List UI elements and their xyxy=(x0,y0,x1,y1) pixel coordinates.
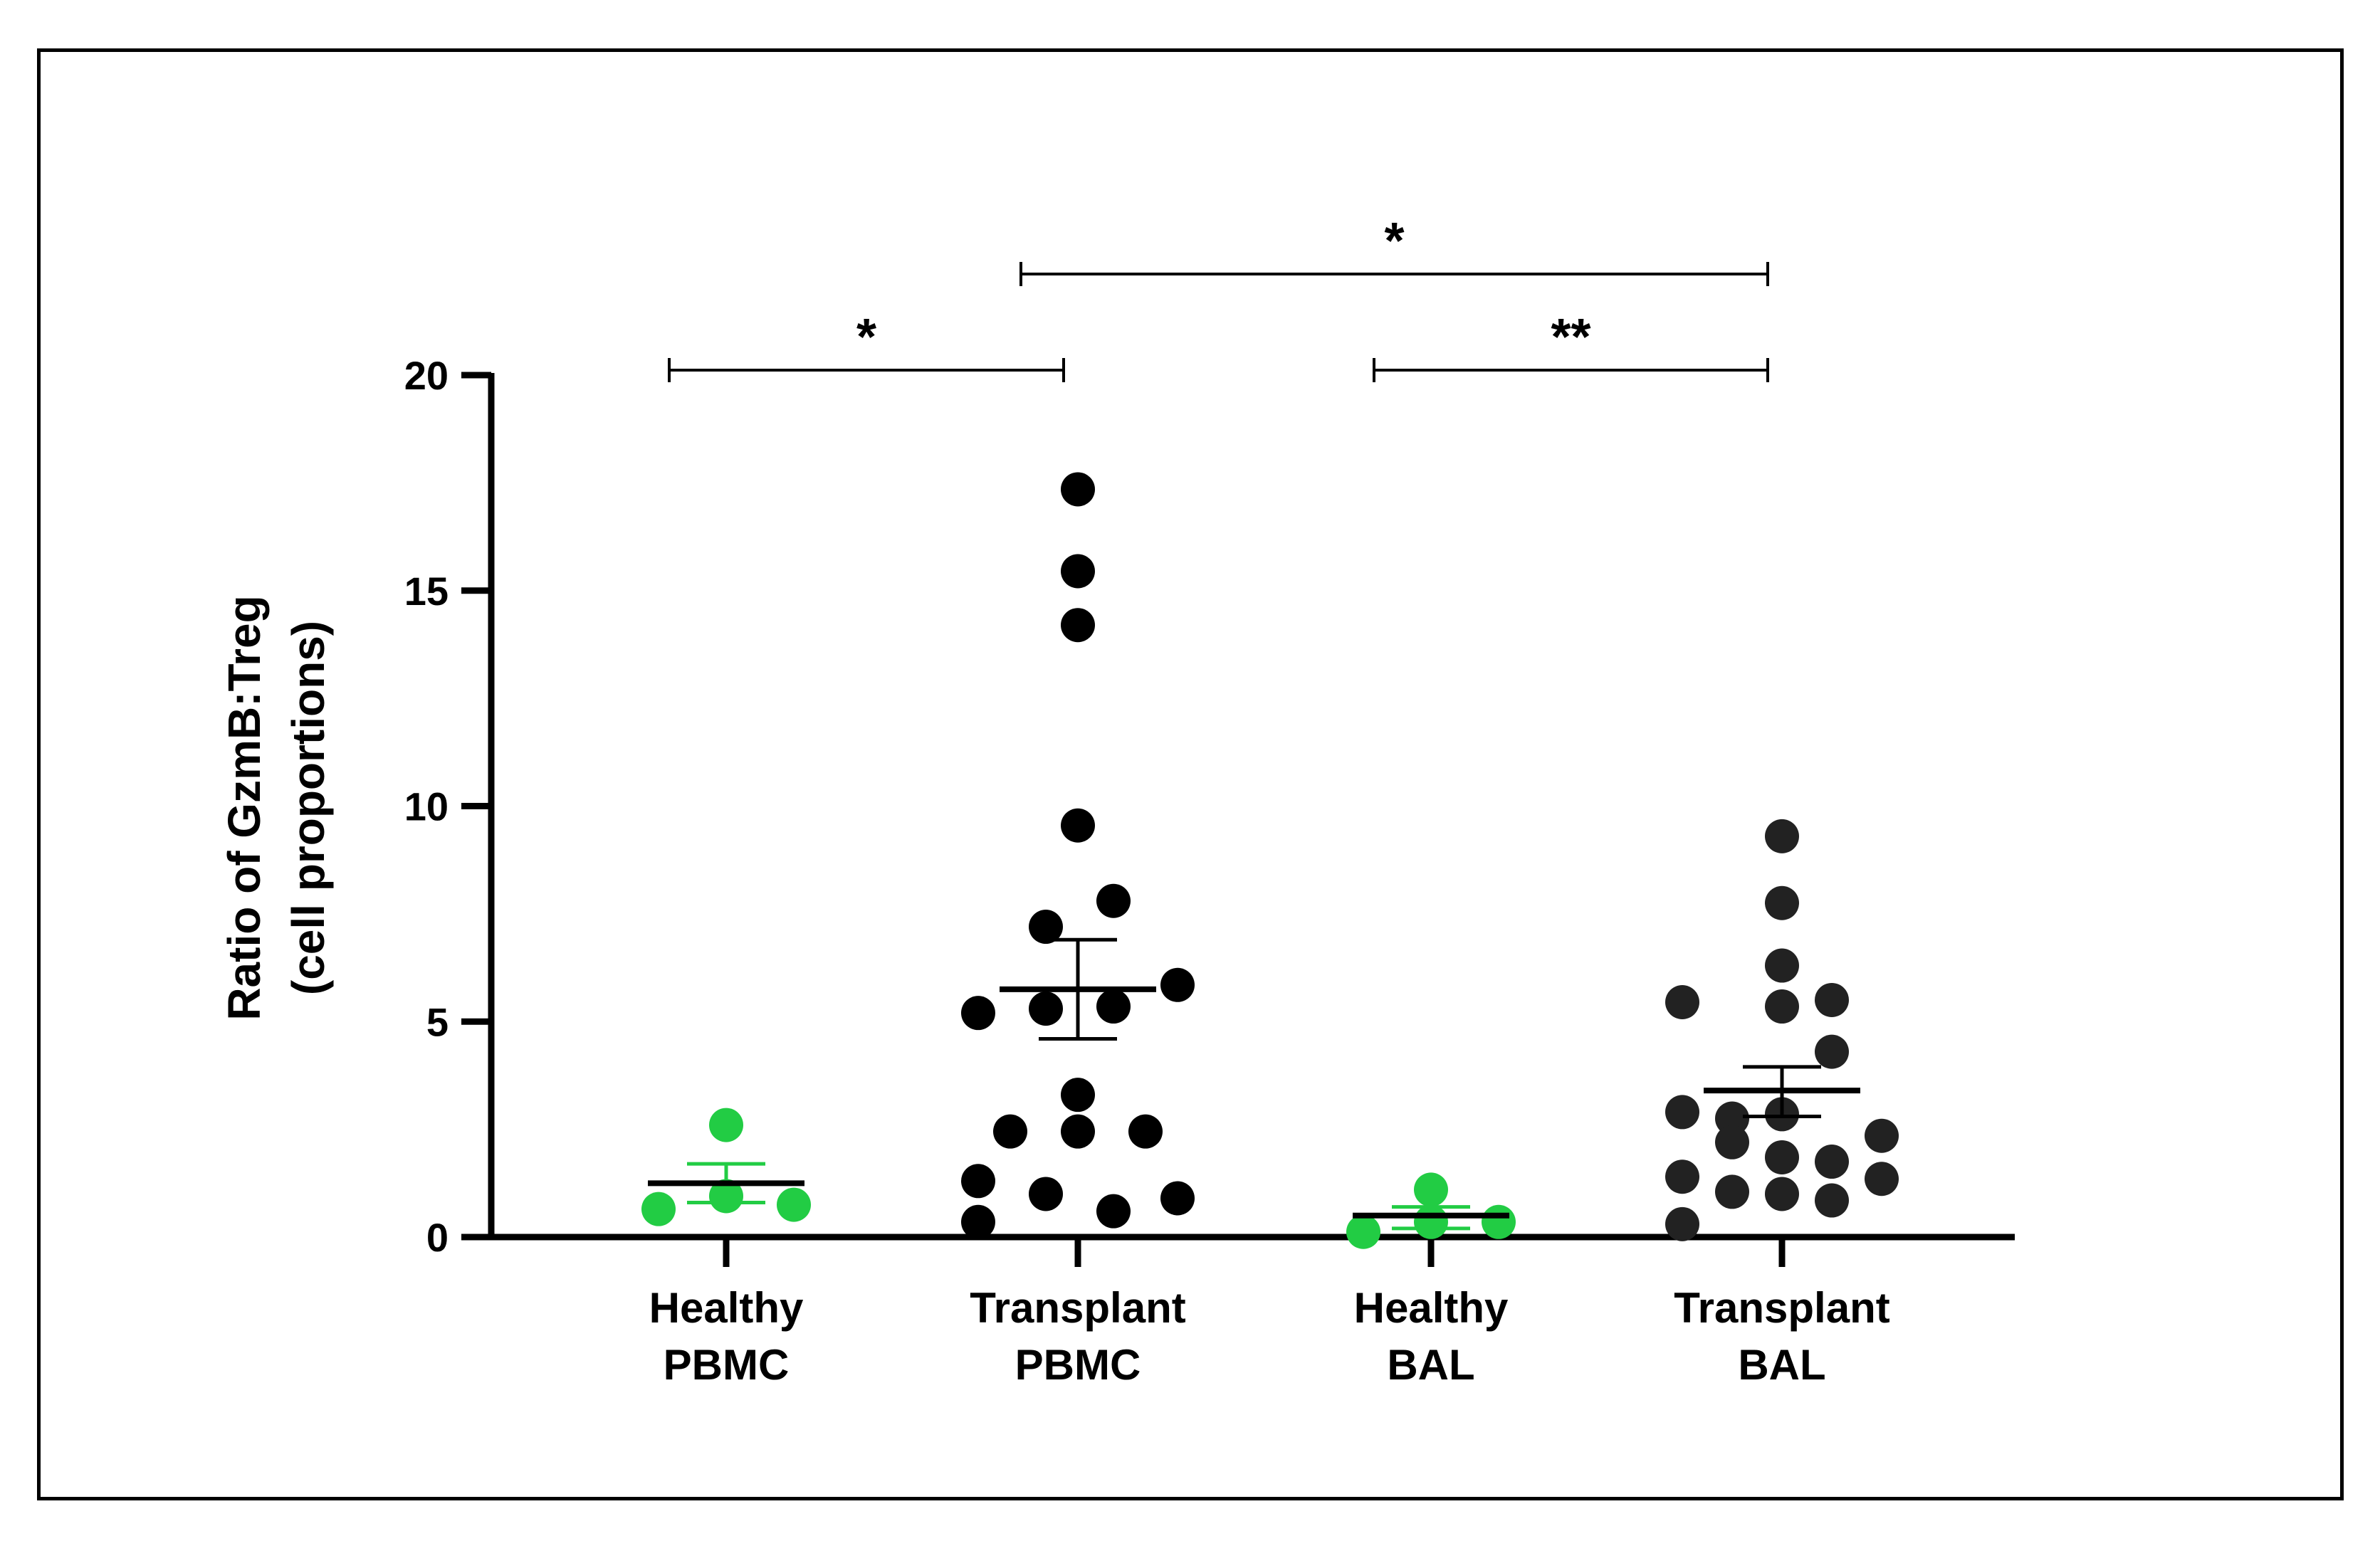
data-point xyxy=(1715,1125,1749,1159)
data-point xyxy=(1482,1204,1516,1239)
data-point xyxy=(1765,989,1799,1024)
y-axis-label-line1: Ratio of GzmB:Treg xyxy=(219,595,270,1020)
x-tick-label-line1: Transplant xyxy=(1674,1284,1889,1332)
x-tick-label-line2: BAL xyxy=(1387,1341,1474,1389)
data-point xyxy=(641,1192,676,1226)
data-point xyxy=(1665,1159,1699,1194)
data-point xyxy=(1665,1206,1699,1241)
series-4 xyxy=(1665,819,1899,1241)
significance-bracket: * xyxy=(1019,213,1769,286)
data-point xyxy=(1765,885,1799,920)
data-point xyxy=(1715,1101,1749,1136)
data-point xyxy=(1128,1114,1163,1149)
x-tick-label-line1: Healthy xyxy=(649,1284,804,1332)
data-point xyxy=(1815,982,1849,1017)
data-point xyxy=(1160,1181,1195,1216)
data-point xyxy=(1815,1034,1849,1069)
series-1 xyxy=(641,1108,811,1226)
significance-label: ** xyxy=(1551,309,1590,366)
x-tick-label-line2: BAL xyxy=(1738,1341,1825,1389)
data-point xyxy=(1096,1194,1131,1229)
data-point xyxy=(1414,1172,1448,1207)
y-tick-label: 5 xyxy=(426,999,449,1044)
x-tick-label-line2: PBMC xyxy=(1015,1341,1141,1389)
x-tick-label-line1: Healthy xyxy=(1354,1284,1509,1332)
y-axis-label-line2: (cell proportions) xyxy=(283,621,334,995)
y-tick-label: 20 xyxy=(404,353,449,398)
data-point xyxy=(1061,554,1095,589)
data-point xyxy=(1865,1118,1899,1153)
significance-bracket: ** xyxy=(1373,309,1769,382)
data-point xyxy=(961,1164,995,1199)
significance-brackets: * *** xyxy=(668,213,1769,382)
data-point xyxy=(1765,1140,1799,1174)
data-point xyxy=(961,1204,995,1239)
data-point xyxy=(1160,967,1195,1002)
data-point xyxy=(1865,1162,1899,1196)
y-tick-label: 10 xyxy=(404,784,449,829)
axes: 0 5 10 15 20 Healthy PBMC Transplant PBMC Healthy… xyxy=(404,353,2015,1389)
data-point xyxy=(1029,992,1063,1026)
data-point xyxy=(1061,808,1095,843)
data-point xyxy=(1665,985,1699,1020)
data-point xyxy=(777,1187,811,1222)
series-2 xyxy=(961,472,1195,1239)
data-point xyxy=(1096,989,1131,1024)
data-point xyxy=(1815,1145,1849,1179)
y-axis-label: Ratio of GzmB:Treg (cell proportions) xyxy=(219,595,334,1020)
data-point xyxy=(1665,1095,1699,1130)
y-tick-label: 15 xyxy=(404,569,449,614)
data-marks xyxy=(641,472,1899,1249)
y-tick-label: 0 xyxy=(426,1215,449,1260)
figure-frame xyxy=(37,48,2344,1500)
data-point xyxy=(1029,910,1063,945)
x-tick-label-line1: Transplant xyxy=(970,1284,1185,1332)
significance-label: * xyxy=(856,309,876,366)
data-point xyxy=(993,1114,1027,1149)
data-point xyxy=(961,996,995,1031)
data-point xyxy=(1815,1183,1849,1218)
significance-bracket: * xyxy=(668,309,1065,382)
data-point xyxy=(1765,948,1799,983)
significance-label: * xyxy=(1384,213,1404,270)
x-tick-label-line2: PBMC xyxy=(664,1341,790,1389)
data-point xyxy=(1061,1078,1095,1113)
data-point xyxy=(1765,819,1799,853)
data-point xyxy=(1029,1177,1063,1211)
data-point xyxy=(1061,1114,1095,1149)
data-point xyxy=(1765,1177,1799,1211)
data-point xyxy=(1096,883,1131,918)
data-point xyxy=(1061,472,1095,507)
data-point xyxy=(1061,608,1095,643)
data-point xyxy=(709,1108,743,1142)
data-point xyxy=(1715,1174,1749,1209)
series-3 xyxy=(1346,1172,1516,1249)
data-point xyxy=(1346,1214,1380,1249)
